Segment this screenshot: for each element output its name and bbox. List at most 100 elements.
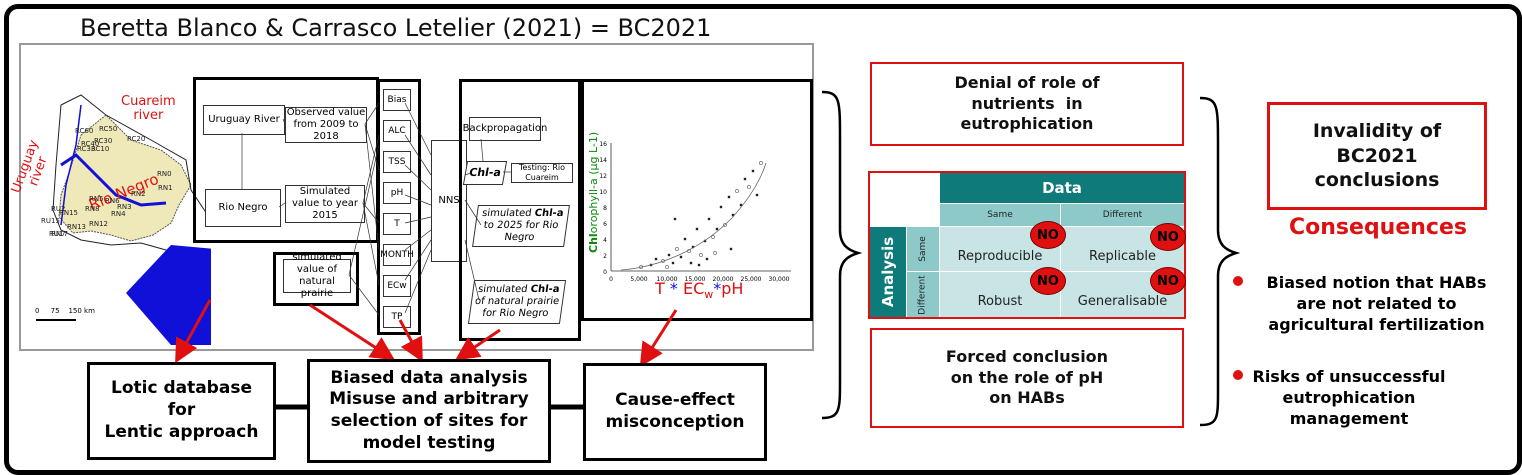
prairie-block <box>273 252 359 306</box>
scatter-point <box>691 245 695 249</box>
scatter-point <box>751 169 755 173</box>
rio-negro-box: Rio Negro <box>205 189 281 227</box>
scatter-point <box>731 213 735 217</box>
scatter-point <box>755 193 759 197</box>
biased-box: Biased data analysis Misuse and arbitrar… <box>307 359 551 463</box>
formula-t: T <box>655 279 665 298</box>
station-rn13: RN13 <box>67 223 87 231</box>
y-tick-label: 6 <box>603 221 607 228</box>
scatter-point <box>683 237 687 241</box>
scatter-point <box>679 255 683 259</box>
station-rn7: RN7 <box>51 230 66 238</box>
station-rn0: RN0 <box>157 170 172 178</box>
bullet-1-dot <box>1233 276 1243 286</box>
forced-box: Forced conclusion on the role of pH on H… <box>870 328 1184 428</box>
formula-star-2: * <box>713 279 722 298</box>
scatter-point <box>727 195 731 199</box>
page-title: Beretta Blanco & Carrasco Letelier (2021… <box>80 14 712 42</box>
no-badge-replicable: NO <box>1150 223 1186 251</box>
formula-sub: w <box>704 288 714 302</box>
scale-0: 0 <box>35 307 40 315</box>
scatter-point <box>703 239 707 243</box>
station-rn4: RN4 <box>111 210 126 218</box>
testing-box: Testing: Rio Cuareim <box>511 163 573 183</box>
observed-box: Observed value from 2009 to 2018 <box>285 107 367 143</box>
station-rn8: RN8 <box>85 205 100 213</box>
scatter-point <box>667 253 671 257</box>
scatter-point <box>723 223 727 227</box>
station-ru2: RU2 <box>51 205 66 213</box>
station-rn12: RN12 <box>89 220 109 228</box>
scatter-point <box>729 247 733 251</box>
uruguay-river-box: Uruguay River <box>203 105 285 135</box>
scatter-point <box>695 227 699 231</box>
uruguay-river-line <box>60 104 82 226</box>
analysis-label: Analysis <box>879 236 898 308</box>
station-rn6: RN6 <box>105 197 120 205</box>
bullet-2-text: Risks of unsuccessful eutrophication man… <box>1252 367 1446 428</box>
left-brace <box>821 90 863 420</box>
variable-tp: TP <box>383 306 411 328</box>
analysis-different: Different <box>918 274 929 315</box>
scatter-point <box>705 257 709 261</box>
right-brace <box>1199 96 1241 427</box>
bullet-1-text: Biased notion that HABs are not related … <box>1266 273 1487 334</box>
variable-bias: Bias <box>383 89 411 111</box>
data-header: Data <box>940 173 1184 203</box>
scatter-point <box>707 217 711 221</box>
scatter-point <box>675 247 679 251</box>
lotic-box: Lotic database for Lentic approach <box>87 362 276 460</box>
variables-block <box>377 79 421 335</box>
x-tick-label: 10,000 <box>657 276 678 283</box>
no-badge-robust: NO <box>1030 267 1066 295</box>
y-tick-label: 14 <box>599 157 607 164</box>
scatter-formula: T * ECw*pH <box>655 279 743 301</box>
analysis-same: Same <box>917 236 928 262</box>
variable-t: T <box>383 213 411 235</box>
y-tick-label: 12 <box>599 173 607 180</box>
data-same: Same <box>940 204 1060 226</box>
variable-alc: ALC <box>383 120 411 142</box>
scatter-point <box>711 235 715 239</box>
station-rn5: RN5 <box>89 195 104 203</box>
station-rn2: RN2 <box>131 190 146 198</box>
scatter-point <box>697 263 701 267</box>
x-tick-label: 5,000 <box>630 276 647 283</box>
scatter-point <box>699 253 703 257</box>
scatter-block <box>581 79 813 321</box>
station-rn3: RN3 <box>117 203 132 211</box>
variable-ecw: ECw <box>383 275 411 297</box>
invalidity-box: Invalidity of BC2021 conclusions <box>1267 102 1487 210</box>
station-rc33: RC33 <box>77 145 96 153</box>
station-rn1: RN1 <box>158 184 173 192</box>
reproducibility-matrix: Data Same Different Analysis Same Differ… <box>868 171 1186 319</box>
analysis-different-cell: Different <box>907 272 939 317</box>
scatter-point <box>759 161 763 165</box>
station-rc10: RC10 <box>91 145 110 153</box>
scatter-point <box>739 203 743 207</box>
y-tick-label: 2 <box>603 253 607 260</box>
scatter-plot: 16 14 12 10 8 6 4 2 00 5,000 10,000 15,000 20,000 25,… <box>599 141 791 283</box>
no-badge-generalisable: NO <box>1150 267 1186 295</box>
station-rc30: RC30 <box>94 137 113 145</box>
denial-box: Denial of role of nutrients in eutrophic… <box>870 62 1184 146</box>
formula-ph: pH <box>721 279 744 298</box>
consequences-title: Consequences <box>1289 215 1467 240</box>
variable-tss: TSS <box>383 151 411 173</box>
output-block <box>459 79 581 341</box>
data-different: Different <box>1061 204 1184 226</box>
basin-area <box>58 114 192 242</box>
formula-ec: EC <box>682 279 705 298</box>
x-tick-label: 0 <box>609 276 613 283</box>
scale-150: 150 km <box>68 307 95 315</box>
flow-connectors <box>241 102 511 316</box>
station-rn15: RN15 <box>59 209 79 217</box>
rio-de-la-plata <box>126 245 211 345</box>
scatter-point <box>713 251 717 255</box>
scatter-point <box>735 189 739 193</box>
station-rc40: RC40 <box>81 140 100 148</box>
y-tick-label: 0 <box>603 269 607 276</box>
scatter-point <box>747 185 751 189</box>
variable-ph: pH <box>383 182 411 204</box>
